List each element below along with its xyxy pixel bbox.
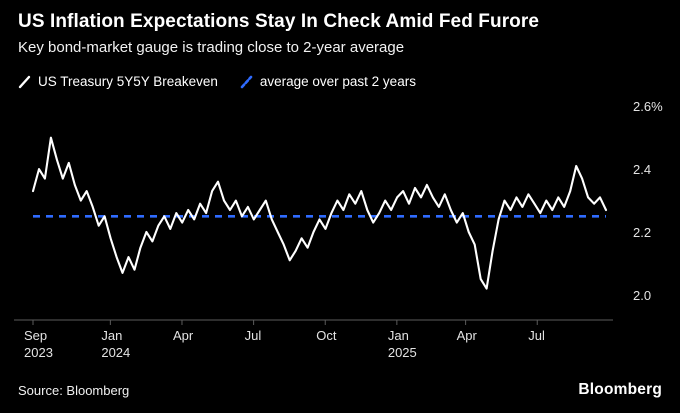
- x-axis-tick-label: Jul: [244, 328, 262, 343]
- y-axis-tick-label: 2.0: [633, 287, 652, 303]
- average-dashed-slash-icon: [240, 75, 253, 89]
- series-slash-icon: [18, 75, 31, 89]
- source-label: Source: Bloomberg: [18, 383, 130, 398]
- bloomberg-logo: Bloomberg: [578, 381, 662, 398]
- x-axis-year-label: 2023: [24, 345, 53, 360]
- x-axis-year-label: 2025: [387, 345, 417, 360]
- x-axis-tick-label: Oct: [316, 328, 337, 343]
- y-axis-tick-label: 2.6%: [633, 99, 663, 115]
- x-axis-tick-label: Jan 2024: [101, 328, 131, 360]
- legend-series-label: US Treasury 5Y5Y Breakeven: [38, 74, 218, 89]
- legend-item-average: average over past 2 years: [240, 74, 416, 89]
- x-axis-year-label: 2024: [101, 345, 131, 360]
- chart-legend: US Treasury 5Y5Y Breakeven average over …: [18, 74, 416, 89]
- y-axis-tick-label: 2.2: [633, 225, 652, 240]
- page-subtitle: Key bond-market gauge is trading close t…: [18, 39, 405, 56]
- page-title: US Inflation Expectations Stay In Check …: [18, 11, 540, 32]
- y-axis-tick-label: 2.4: [633, 162, 652, 178]
- x-axis-tick-label: Sep 2023: [24, 328, 53, 360]
- x-axis-tick-label: Apr: [456, 328, 477, 343]
- x-axis-tick-label: Jul: [528, 328, 545, 343]
- x-axis-tick-label: Apr: [172, 328, 194, 343]
- series-line: [31, 136, 608, 290]
- legend-average-label: average over past 2 years: [259, 74, 416, 89]
- legend-item-series: US Treasury 5Y5Y Breakeven: [18, 74, 218, 89]
- x-axis-tick-label: Jan 2025: [387, 328, 417, 360]
